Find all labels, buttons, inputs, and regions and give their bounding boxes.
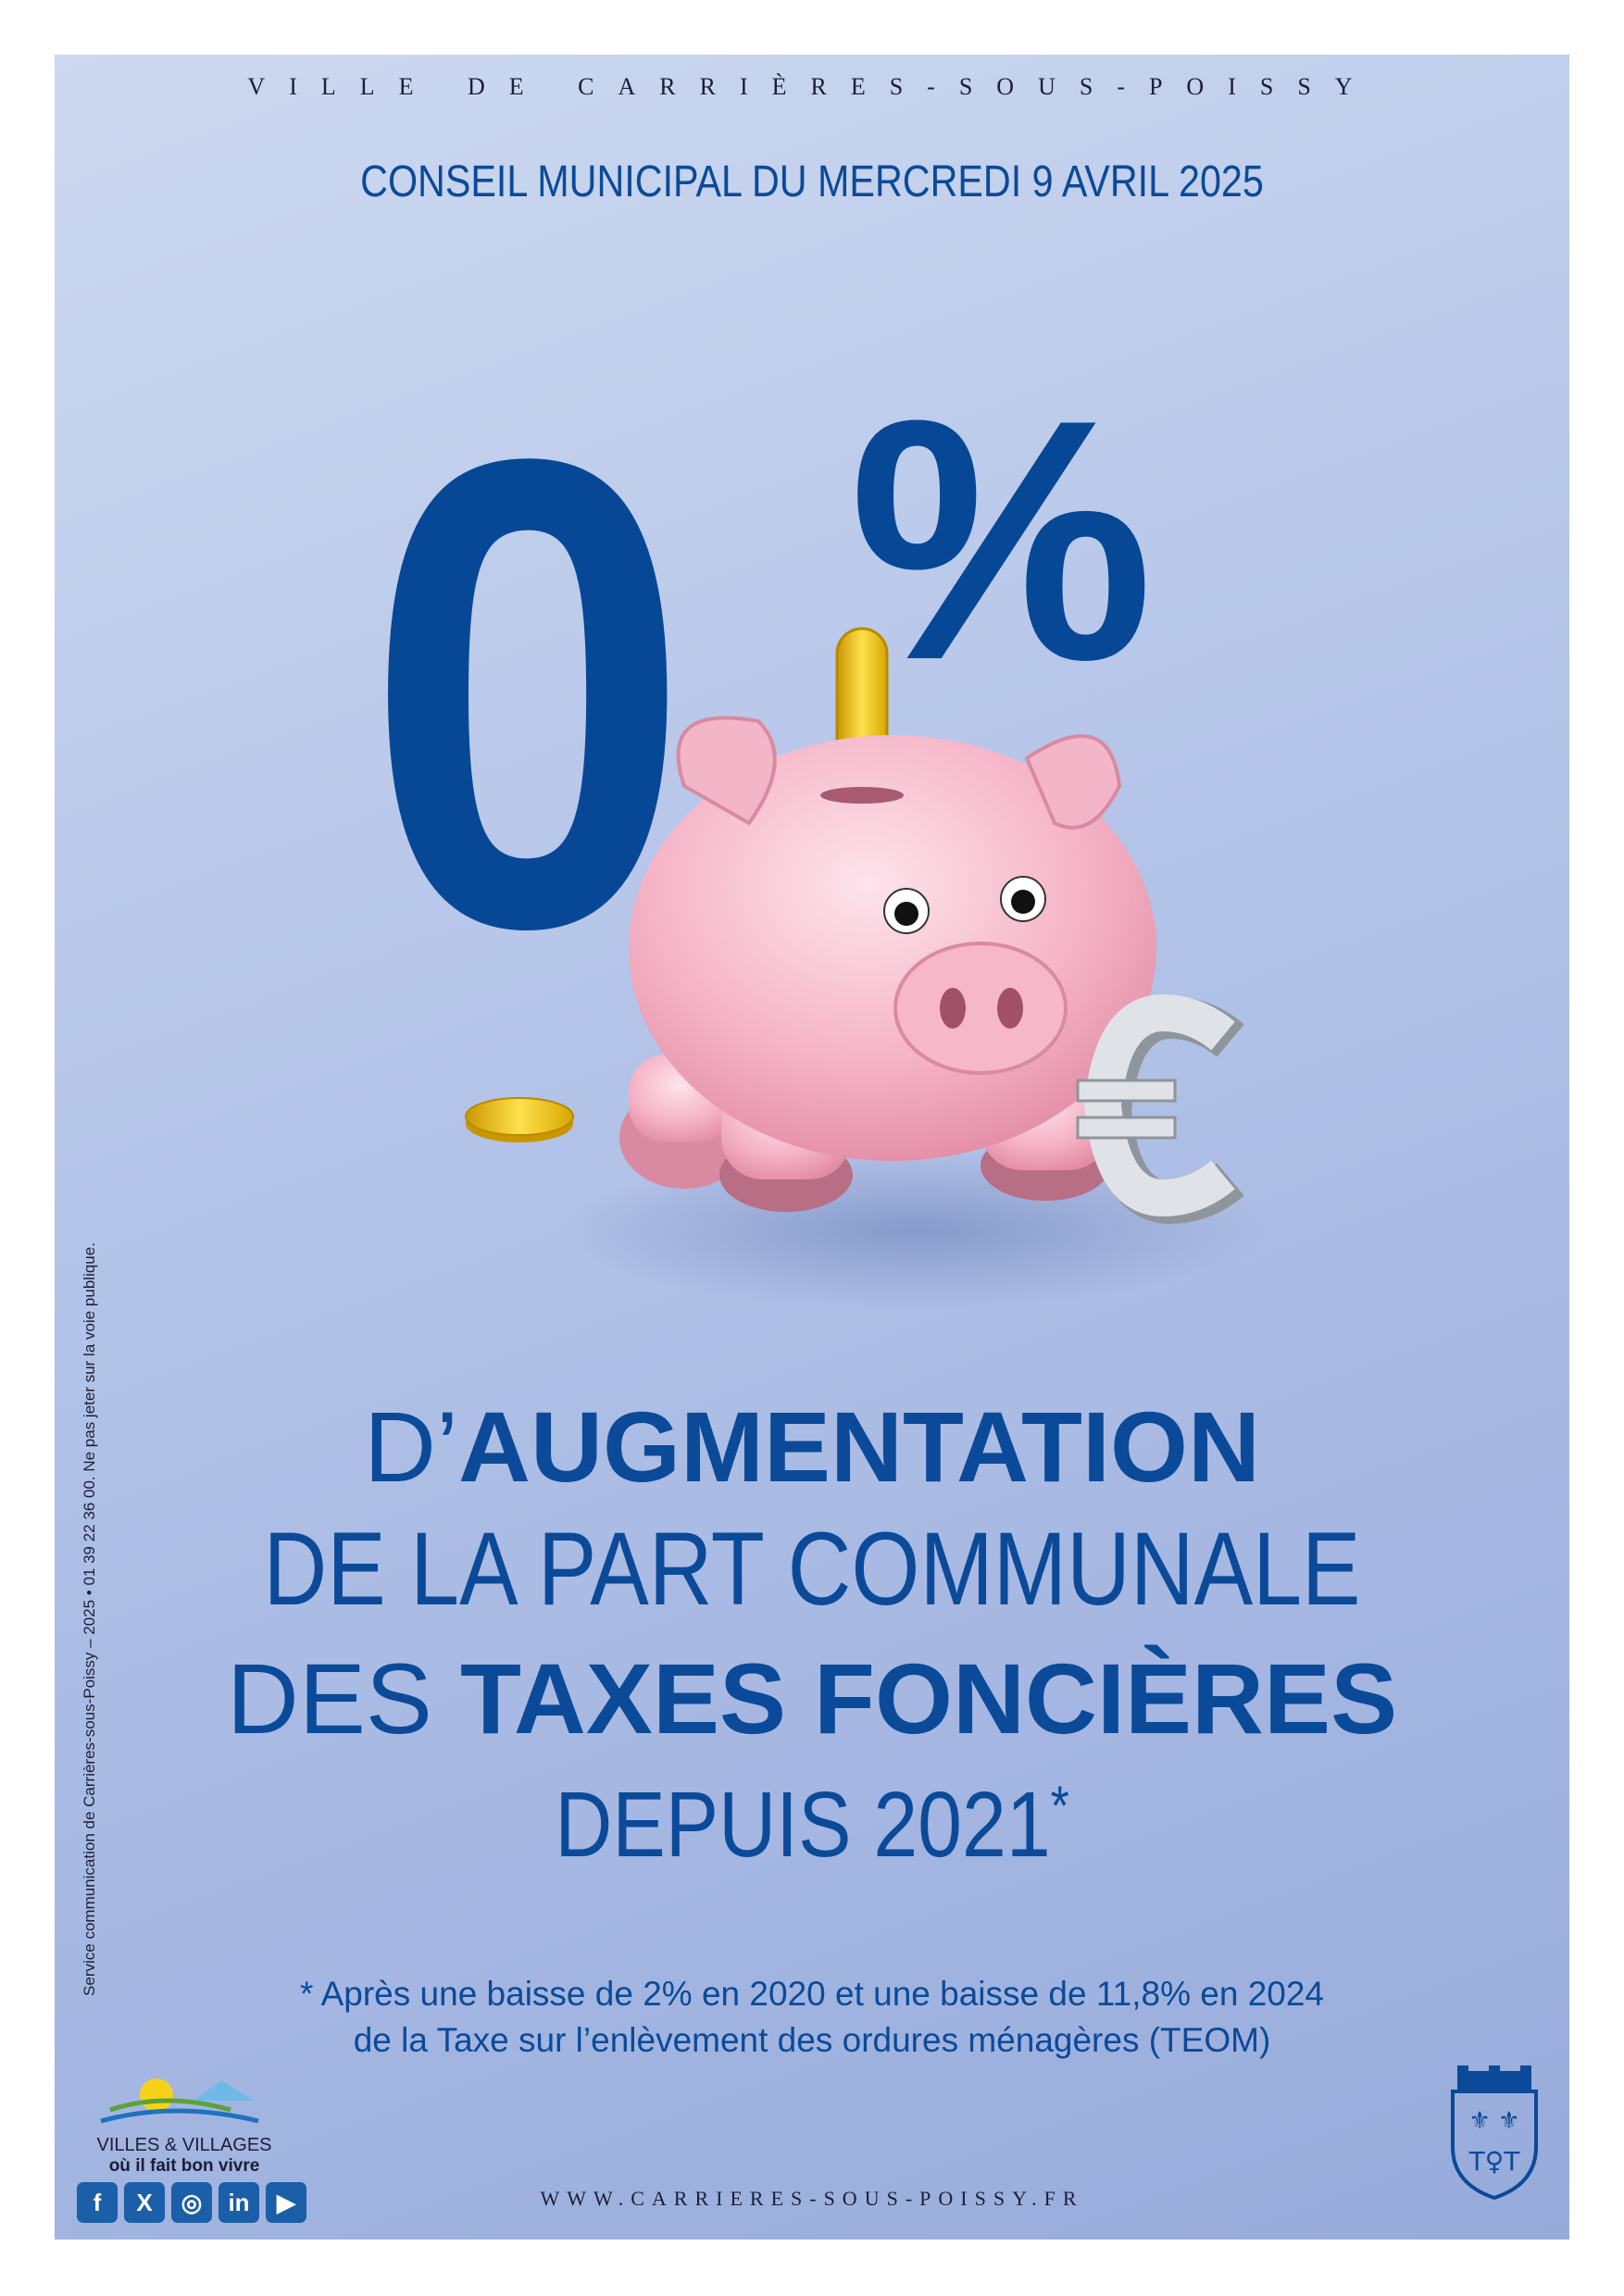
instagram-icon[interactable]: ◎ (171, 2182, 212, 2223)
city-coat-of-arms: ⚜ ⚜ T♀T (1451, 2065, 1538, 2201)
poster: VILLE DE CARRIÈRES-SOUS-POISSY CONSEIL M… (55, 55, 1569, 2240)
headline-prefix: D’ (364, 1391, 459, 1503)
svg-text:T♀T: T♀T (1468, 2146, 1521, 2177)
pig-ear-left (676, 716, 777, 826)
council-date: CONSEIL MUNICIPAL DU MERCREDI 9 AVRIL 20… (360, 157, 1264, 206)
headline-taxes: TAXES FONCIÈRES (459, 1642, 1398, 1754)
piggy-bank-illustration (465, 627, 1268, 1309)
headline-asterisk: * (1050, 1775, 1069, 1837)
pig-snout (893, 942, 1068, 1075)
legal-side-text: Service communication de Carrières-sous-… (81, 1242, 98, 1996)
headline-des: DES (226, 1642, 460, 1754)
city-name: VILLE DE CARRIÈRES-SOUS-POISSY (247, 73, 1377, 100)
website-url[interactable]: WWW.CARRIERES-SOUS-POISSY.FR (540, 2187, 1084, 2210)
footnote-line-2: de la Taxe sur l’enlèvement des ordures … (353, 2021, 1271, 2059)
label-slogan: où il fait bon vivre (108, 2156, 260, 2176)
villes-villages-logo (100, 2078, 259, 2124)
youtube-icon[interactable]: ▶ (266, 2182, 306, 2223)
percent-sign: % (849, 349, 1154, 731)
euro-symbol (1076, 993, 1244, 1225)
headline-line-3: DES TAXES FONCIÈRES (55, 1649, 1569, 1749)
pig-ear-right (1024, 734, 1122, 830)
svg-text:⚜ ⚜: ⚜ ⚜ (1469, 2107, 1520, 2135)
x-icon[interactable]: X (124, 2182, 165, 2223)
facebook-icon[interactable]: f (77, 2182, 118, 2223)
headline-line-1: D’AUGMENTATION (55, 1397, 1569, 1497)
headline-line-2: DE LA PART COMMUNALE (263, 1511, 1361, 1627)
linkedin-icon[interactable]: in (219, 2182, 259, 2223)
headline-augmentation: AUGMENTATION (458, 1391, 1260, 1503)
headline-line-4: DEPUIS 2021* (161, 1775, 1464, 1872)
label-title: VILLES & VILLAGES (96, 2135, 272, 2155)
headline-depuis: DEPUIS 2021 (555, 1773, 1051, 1877)
social-links: f X ◎ in ▶ (77, 2182, 306, 2223)
footnote-line-1: * Après une baisse de 2% en 2020 et une … (299, 1975, 1325, 2013)
